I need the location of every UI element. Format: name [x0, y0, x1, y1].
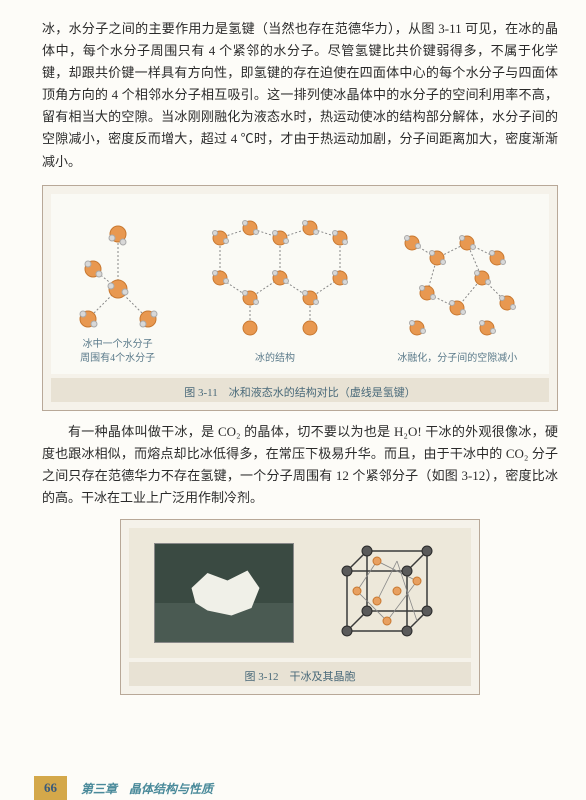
figure-3-11-label-a: 冰中一个水分子 周围有4个水分子 [80, 338, 155, 366]
page-footer: 66 第三章 晶体结构与性质 [0, 776, 586, 800]
figure-3-11-caption: 图 3-11 冰和液态水的结构对比（虚线是氢键） [51, 378, 549, 402]
molecule-melting: 冰融化，分子间的空隙减小 [387, 218, 527, 366]
figure-3-11-image: 冰中一个水分子 周围有4个水分子 [51, 194, 549, 374]
dry-ice-unit-cell-icon [327, 536, 447, 651]
ice-tetrahedron-icon [73, 214, 163, 334]
dry-ice-shape-icon [184, 568, 264, 618]
molecule-ice-structure: 冰的结构 [190, 208, 360, 366]
molecule-tetrahedral: 冰中一个水分子 周围有4个水分子 [73, 214, 163, 366]
ice-lattice-icon [190, 208, 360, 348]
figure-3-11-label-c: 冰融化，分子间的空隙减小 [397, 352, 517, 366]
label-a-line2: 周围有4个水分子 [80, 353, 155, 364]
chapter-title: 第三章 晶体结构与性质 [81, 780, 213, 797]
figure-3-12: 图 3-12 干冰及其晶胞 [120, 519, 480, 695]
figure-3-12-caption: 图 3-12 干冰及其晶胞 [129, 662, 471, 686]
figure-3-12-image [129, 528, 471, 658]
ice-melting-icon [387, 218, 527, 348]
body-paragraph-1: 冰，水分子之间的主要作用力是氢键（当然也存在范德华力），从图 3-11 可见，在… [42, 18, 558, 173]
figure-3-11: 冰中一个水分子 周围有4个水分子 [42, 185, 558, 411]
body-paragraph-2: 有一种晶体叫做干冰，是 CO₂ 的晶体，切不要以为也是 H₂O! 干冰的外观很像… [42, 421, 558, 509]
dry-ice-photo [154, 543, 294, 643]
figure-3-11-label-b: 冰的结构 [255, 352, 295, 366]
page-content: 冰，水分子之间的主要作用力是氢键（当然也存在范德华力），从图 3-11 可见，在… [0, 0, 586, 695]
page-number: 66 [34, 776, 67, 800]
label-a-line1: 冰中一个水分子 [83, 339, 153, 350]
